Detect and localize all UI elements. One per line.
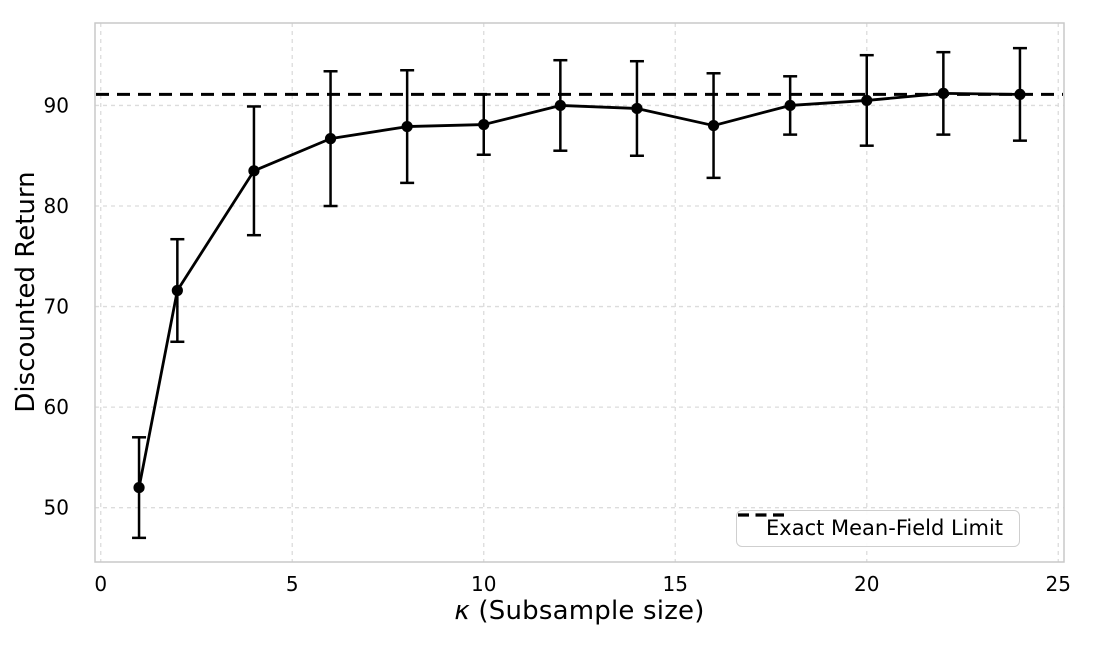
data-point: [937, 87, 949, 99]
y-tick-label: 60: [44, 395, 69, 419]
legend-label: Exact Mean-Field Limit: [766, 516, 1004, 540]
y-tick-label: 90: [44, 93, 69, 117]
legend: Exact Mean-Field Limit: [736, 510, 1021, 547]
data-point: [401, 120, 413, 133]
y-tick-label: 70: [44, 295, 69, 319]
data-point: [631, 102, 643, 115]
data-point: [861, 94, 873, 107]
data-point: [171, 284, 183, 297]
x-tick-label: 20: [854, 572, 879, 596]
data-point: [133, 481, 145, 494]
data-point: [478, 118, 490, 131]
y-tick-label: 80: [44, 194, 69, 218]
x-tick-label: 5: [286, 572, 299, 596]
x-tick-label: 0: [94, 572, 107, 596]
data-line: [137, 91, 1020, 488]
x-axis-label-text: (Subsample size): [469, 596, 705, 626]
x-tick-label: 25: [1046, 572, 1071, 596]
y-tick-label: 50: [44, 496, 69, 520]
x-tick-label: 10: [471, 572, 496, 596]
data-point: [784, 99, 796, 112]
x-axis-label: κ (Subsample size): [95, 596, 1064, 626]
x-tick-label: 15: [663, 572, 688, 596]
x-axis-label-symbol: κ: [454, 596, 470, 626]
data-point: [1014, 88, 1026, 100]
axes-spines: [94, 22, 1065, 563]
data-point: [554, 99, 566, 112]
y-axis-label: Discounted Return: [11, 171, 41, 413]
data-point: [324, 133, 337, 145]
data-point: [707, 119, 720, 132]
data-point: [248, 165, 260, 177]
